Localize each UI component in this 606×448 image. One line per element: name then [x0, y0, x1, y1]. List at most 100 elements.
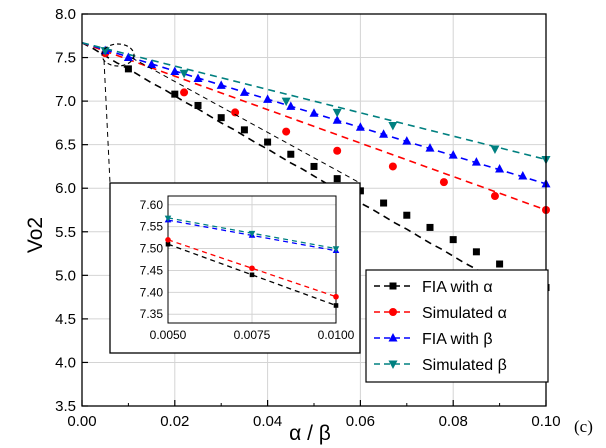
y-tick-label: 6.0: [55, 180, 76, 197]
data-point: [518, 171, 528, 180]
y-tick-label: 4.0: [55, 354, 76, 371]
inset-series-line: [167, 243, 337, 307]
data-point: [286, 101, 296, 110]
data-point: [388, 162, 397, 171]
y-tick-label: 7.0: [55, 93, 76, 110]
legend-label: FIA with β: [422, 331, 493, 348]
data-point: [472, 248, 480, 256]
data-point: [449, 236, 457, 244]
legend-label: Simulated α: [422, 305, 507, 322]
inset-y-tick-label: 7.35: [140, 307, 164, 321]
main-tick-labels: 0.00 0.02 0.04 0.06 0.08 0.10 3.5 4.0 4.5 5.0 5.5 6…: [55, 6, 560, 430]
inset-data-point: [249, 272, 255, 278]
data-point: [332, 115, 342, 124]
data-point: [193, 73, 203, 82]
legend-swatch-marker: [388, 360, 398, 369]
series-line: [81, 42, 547, 311]
inset-x-tick-label: 0.0075: [234, 328, 271, 342]
inset-plot: 0.0050 0.0075 0.0100 7.35 7.40 7.45 7.50 7.55 7.…: [109, 182, 361, 354]
y-tick-label: 5.5: [55, 224, 76, 241]
series-line: [81, 41, 547, 211]
data-point: [439, 178, 448, 187]
data-point: [216, 80, 226, 89]
data-point: [123, 52, 133, 62]
y-tick-label: 3.5: [55, 398, 76, 415]
data-point: [310, 162, 318, 170]
data-point: [496, 260, 504, 268]
inset-data-point: [248, 230, 256, 238]
data-point: [490, 192, 499, 201]
inset-data-point: [249, 265, 255, 272]
main-series-group: [81, 41, 551, 311]
data-point: [171, 90, 179, 98]
data-point: [426, 223, 434, 231]
data-point: [402, 136, 412, 145]
data-point: [100, 47, 110, 56]
data-point: [170, 66, 180, 75]
inset-data-point: [332, 246, 340, 253]
inset-data-point: [165, 241, 171, 247]
series-line: [81, 41, 547, 161]
y-tick-label: 5.0: [55, 267, 76, 284]
legend-label: Simulated β: [422, 357, 507, 374]
inset-data-point: [165, 236, 171, 243]
data-point: [281, 97, 291, 107]
data-point: [309, 108, 319, 117]
legend-swatch-marker: [389, 308, 397, 316]
data-point: [425, 143, 435, 152]
data-point: [448, 150, 458, 159]
data-point: [263, 94, 273, 103]
legend-swatch-marker: [388, 333, 398, 342]
zoom-indicator: [101, 43, 361, 184]
data-point: [147, 59, 157, 69]
inset-series-line: [167, 239, 337, 298]
data-point: [380, 199, 388, 207]
inset-y-tick-label: 7.50: [140, 242, 164, 256]
data-point: [332, 108, 342, 118]
zoom-connector: [131, 57, 361, 184]
inset-box: [109, 182, 361, 354]
inset-x-tick-label: 0.0100: [318, 328, 355, 342]
legend-label: FIA with α: [422, 279, 493, 296]
data-point: [264, 138, 272, 146]
data-point: [231, 108, 240, 117]
data-point: [355, 122, 365, 131]
data-point: [179, 69, 189, 79]
data-point: [403, 211, 411, 219]
data-point: [217, 114, 225, 122]
x-axis-title: α / β: [289, 422, 331, 445]
zoom-connector: [103, 59, 111, 184]
zoom-region-outline: [101, 43, 135, 67]
data-point: [495, 164, 505, 173]
data-point: [124, 65, 132, 73]
x-tick-label: 0.06: [346, 413, 375, 430]
data-point: [287, 150, 295, 158]
inset-y-tick-label: 7.55: [140, 220, 164, 234]
data-point: [239, 87, 249, 96]
x-tick-label: 0.04: [253, 413, 282, 430]
inset-frame: [167, 195, 337, 324]
x-tick-label: 0.00: [67, 413, 96, 430]
inset-data-point: [333, 293, 339, 300]
data-point: [333, 146, 342, 155]
x-tick-label: 0.08: [439, 413, 468, 430]
legend: FIA with α Simulated α FIA with β Simulated…: [365, 269, 549, 383]
legend-swatch-marker: [389, 282, 397, 290]
y-axis-title: Vo2: [24, 217, 47, 253]
inset-y-tick-label: 7.40: [140, 285, 164, 299]
data-point: [490, 145, 500, 155]
inset-y-tick-label: 7.45: [140, 263, 164, 277]
panel-label: (c): [574, 417, 593, 436]
inset-x-tick-label: 0.0050: [150, 328, 187, 342]
data-point: [194, 101, 202, 109]
data-point: [282, 127, 291, 136]
inset-data-point: [164, 215, 172, 222]
data-point: [180, 88, 189, 97]
inset-data-point: [333, 303, 339, 308]
y-tick-label: 6.5: [55, 137, 76, 154]
x-tick-label: 0.02: [160, 413, 189, 430]
x-tick-label: 0.10: [531, 413, 560, 430]
y-tick-label: 7.5: [55, 50, 76, 67]
data-point: [240, 126, 248, 134]
